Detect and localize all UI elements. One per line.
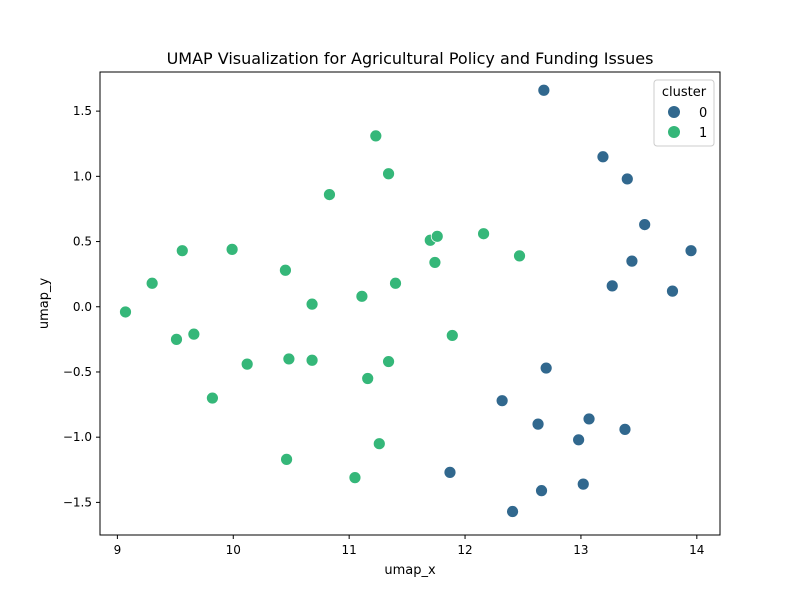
data-point-cluster-0	[443, 465, 457, 479]
y-axis-label: umap_y	[37, 278, 52, 330]
data-point-cluster-1	[361, 372, 375, 385]
data-point-cluster-0	[495, 394, 509, 408]
legend-marker-cluster-0	[668, 106, 680, 118]
data-point-cluster-1	[225, 242, 239, 256]
plot-frame	[99, 71, 721, 536]
data-point-cluster-1	[428, 256, 442, 269]
y-tick-label: 1.5	[73, 104, 92, 118]
data-point-cluster-1	[175, 244, 189, 258]
y-tick-label: 0.0	[73, 300, 92, 314]
legend-title: cluster	[662, 85, 707, 100]
data-point-cluster-1	[389, 276, 402, 290]
data-point-cluster-0	[620, 172, 634, 186]
data-point-cluster-1	[477, 227, 490, 241]
x-tick-label: 9	[114, 543, 122, 557]
data-point-cluster-1	[430, 229, 444, 243]
x-tick-label: 14	[689, 543, 704, 557]
data-point-cluster-0	[582, 412, 596, 426]
data-point-cluster-1	[206, 391, 219, 405]
y-tick-label: 1.0	[73, 169, 92, 183]
data-point-cluster-1	[119, 305, 132, 319]
data-point-cluster-1	[372, 437, 386, 451]
data-point-cluster-1	[170, 332, 183, 346]
data-point-cluster-0	[531, 417, 545, 431]
data-point-cluster-1	[240, 357, 254, 371]
data-point-cluster-0	[535, 484, 548, 498]
y-tick-label: 0.5	[73, 235, 92, 249]
data-point-cluster-1	[382, 167, 395, 181]
x-tick-label: 11	[342, 543, 357, 557]
x-tick-label: 12	[457, 543, 472, 557]
data-point-cluster-0	[666, 284, 679, 298]
data-points	[119, 83, 698, 518]
data-point-cluster-1	[145, 276, 159, 290]
data-point-cluster-1	[513, 249, 526, 263]
data-point-cluster-0	[537, 83, 551, 97]
y-axis-ticks: −1.5 −1.0 −0.5 0.0 0.5 1.0 1.5	[63, 104, 100, 509]
data-point-cluster-0	[618, 422, 632, 436]
legend-label-cluster-0: 0	[699, 106, 707, 121]
data-point-cluster-1	[282, 352, 296, 366]
y-tick-label: −0.5	[63, 365, 92, 379]
x-tick-label: 10	[226, 543, 241, 557]
data-point-cluster-0	[596, 150, 610, 164]
data-point-cluster-1	[369, 129, 383, 143]
data-point-cluster-0	[625, 254, 639, 268]
x-axis-label: umap_x	[384, 563, 436, 578]
data-point-cluster-0	[684, 244, 698, 258]
data-point-cluster-1	[280, 452, 293, 466]
chart-title: UMAP Visualization for Agricultural Poli…	[167, 49, 654, 68]
data-point-cluster-0	[605, 279, 619, 293]
data-point-cluster-0	[638, 218, 652, 231]
y-tick-label: −1.5	[63, 495, 92, 509]
data-point-cluster-1	[445, 329, 459, 342]
data-point-cluster-1	[355, 289, 369, 303]
data-point-cluster-1	[187, 327, 201, 341]
legend-marker-cluster-1	[668, 126, 680, 138]
y-tick-label: −1.0	[63, 430, 92, 444]
legend: cluster 0 1	[653, 79, 715, 147]
data-point-cluster-0	[506, 505, 519, 518]
data-point-cluster-1	[348, 471, 362, 485]
x-axis-ticks: 9 10 11 12 13 14	[114, 535, 704, 557]
data-point-cluster-0	[539, 361, 553, 375]
data-point-cluster-1	[279, 263, 292, 277]
data-point-cluster-1	[323, 188, 336, 201]
data-point-cluster-0	[572, 433, 586, 447]
data-point-cluster-1	[305, 353, 319, 367]
legend-label-cluster-1: 1	[699, 126, 707, 141]
data-point-cluster-1	[305, 297, 319, 311]
data-point-cluster-0	[576, 477, 590, 491]
x-tick-label: 13	[573, 543, 588, 557]
data-point-cluster-1	[382, 355, 395, 368]
plot-area	[100, 72, 720, 535]
